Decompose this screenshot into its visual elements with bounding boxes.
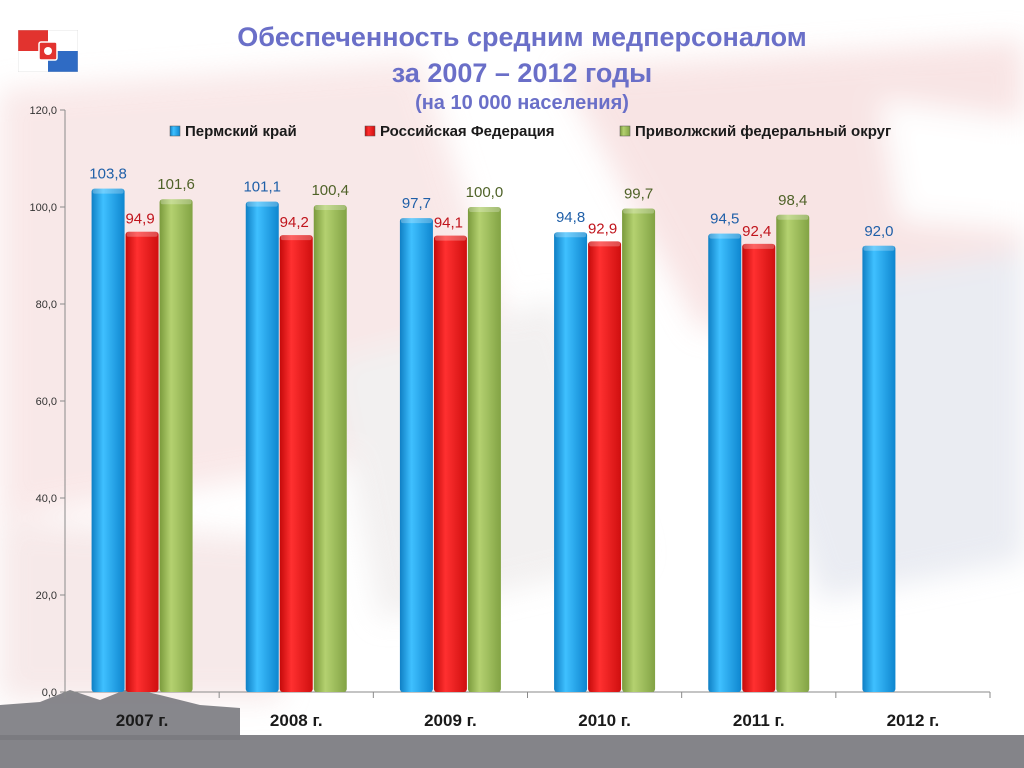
data-label: 103,8 xyxy=(89,166,127,183)
y-tick-label: 0,0 xyxy=(42,687,57,699)
bar-highlight xyxy=(92,188,124,194)
bar-pfo xyxy=(159,199,193,693)
data-label: 92,9 xyxy=(588,220,617,237)
x-tick-label: 2009 г. xyxy=(424,711,477,730)
data-label: 94,1 xyxy=(434,215,463,232)
bar-pfo xyxy=(776,214,810,692)
axes: 0,0 20,0 40,0 60,0 80,0 100,0 120,0 2007 г. 2008… xyxy=(29,105,991,730)
legend-label: Приволжский федеральный округ xyxy=(635,123,891,140)
bar-perm xyxy=(91,188,125,692)
bar-highlight xyxy=(777,214,809,220)
bar-perm xyxy=(245,201,279,693)
bar-highlight xyxy=(246,201,278,207)
bar-highlight xyxy=(863,245,895,251)
bar-rf xyxy=(279,235,313,692)
bar-highlight xyxy=(743,243,775,249)
bar-highlight xyxy=(280,235,312,241)
bar-highlight xyxy=(126,231,158,237)
legend-label: Российская Федерация xyxy=(380,123,555,140)
bar-highlight xyxy=(400,218,432,224)
data-label: 98,4 xyxy=(778,192,807,209)
x-tick-label: 2012 г. xyxy=(887,711,940,730)
page-title: Обеспеченность средним медперсоналом xyxy=(237,22,807,52)
page-subtitle-unit: (на 10 000 населения) xyxy=(415,92,629,114)
legend-label: Пермский край xyxy=(185,123,297,140)
data-label: 97,7 xyxy=(402,195,431,212)
legend-swatch xyxy=(169,125,181,137)
bar-highlight xyxy=(160,199,192,205)
y-tick-label: 60,0 xyxy=(36,396,57,408)
bar-perm xyxy=(399,218,433,692)
x-tick-label: 2010 г. xyxy=(578,711,631,730)
y-tick-label: 40,0 xyxy=(36,493,57,505)
bar-highlight xyxy=(623,208,655,214)
bars xyxy=(91,188,896,693)
x-tick-label: 2008 г. xyxy=(270,711,323,730)
data-label: 100,4 xyxy=(311,182,349,199)
data-label: 94,9 xyxy=(125,211,154,228)
bar-rf xyxy=(125,231,159,693)
y-tick-label: 100,0 xyxy=(29,202,57,214)
bar-pfo xyxy=(622,208,656,692)
bar-pfo xyxy=(467,207,501,692)
data-label: 100,0 xyxy=(466,184,504,201)
bar-highlight xyxy=(709,233,741,239)
bar-perm xyxy=(708,233,742,693)
bar-pfo xyxy=(313,205,347,692)
bar-rf xyxy=(433,235,467,693)
data-label: 99,7 xyxy=(624,185,653,202)
legend: Пермский край Российская Федерация Приволж… xyxy=(169,123,891,140)
bar-rf xyxy=(742,243,776,693)
bar-highlight xyxy=(555,232,587,238)
page-subtitle-years: за 2007 – 2012 годы xyxy=(391,58,653,88)
bar-perm xyxy=(554,232,588,692)
x-tick-label: 2007 г. xyxy=(116,711,169,730)
y-tick-label: 80,0 xyxy=(36,299,57,311)
y-tick-label: 120,0 xyxy=(29,105,57,117)
flag-emblem-icon xyxy=(18,30,78,72)
bar-highlight xyxy=(434,235,466,241)
bar-highlight xyxy=(468,207,500,212)
bar-highlight xyxy=(314,205,346,211)
data-label: 94,2 xyxy=(280,214,309,231)
data-label: 92,0 xyxy=(864,223,893,240)
bar-perm xyxy=(862,245,896,693)
data-label: 92,4 xyxy=(742,223,771,240)
data-label: 94,5 xyxy=(710,211,739,228)
data-label: 101,1 xyxy=(243,179,281,196)
legend-swatch xyxy=(364,125,376,137)
data-label: 101,6 xyxy=(157,176,195,193)
bar-rf xyxy=(588,241,622,692)
y-tick-label: 20,0 xyxy=(36,590,57,602)
bar-highlight xyxy=(589,241,621,247)
data-label: 94,8 xyxy=(556,209,585,226)
legend-swatch xyxy=(619,125,631,137)
x-tick-label: 2011 г. xyxy=(733,711,785,730)
